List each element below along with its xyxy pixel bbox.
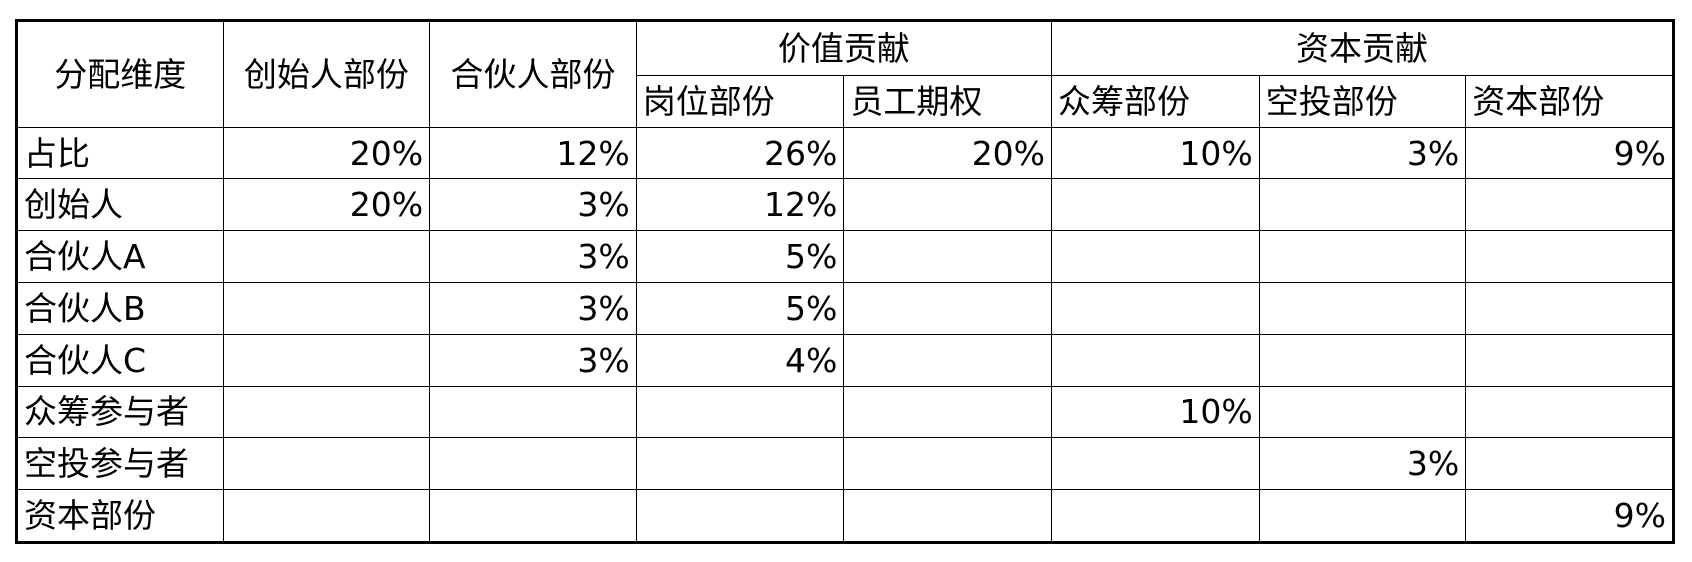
table-cell <box>843 178 1053 232</box>
table-cell <box>1465 385 1674 439</box>
table-cell <box>222 437 431 491</box>
table-cell <box>429 385 637 439</box>
header-airdrop-part: 空投部份 <box>1258 74 1467 128</box>
header-dimension: 分配维度 <box>16 20 224 128</box>
table-cell <box>1051 230 1260 283</box>
table-cell <box>1258 230 1467 283</box>
row-label: 创始人 <box>16 178 224 232</box>
table-row: 空投参与者 3% <box>16 437 1674 491</box>
table-cell <box>1051 281 1260 335</box>
table-cell <box>1051 178 1260 232</box>
table-cell: 3% <box>429 281 637 335</box>
table-cell <box>843 230 1053 283</box>
header-position-part: 岗位部份 <box>635 74 845 128</box>
table-cell: 3% <box>429 178 637 232</box>
table-cell <box>222 385 431 439</box>
table-cell: 20% <box>222 178 431 232</box>
allocation-table-container: 分配维度 创始人部份 合伙人部份 价值贡献 资本贡献 岗位部份 员工期权 众筹部… <box>15 19 1675 544</box>
table-cell: 9% <box>1465 126 1674 180</box>
table-cell <box>843 333 1053 387</box>
row-label: 资本部份 <box>16 489 224 543</box>
table-cell: 5% <box>635 281 845 335</box>
table-cell <box>1258 385 1467 439</box>
row-label: 合伙人B <box>16 281 224 335</box>
header-founder-part: 创始人部份 <box>222 20 431 128</box>
header-employee-option: 员工期权 <box>843 74 1053 128</box>
table-cell: 4% <box>635 333 845 387</box>
table-cell <box>1051 437 1260 491</box>
table-cell <box>1465 230 1674 283</box>
table-cell <box>429 437 637 491</box>
table-row: 占比 20% 12% 26% 20% 10% 3% 9% <box>16 126 1674 180</box>
table-cell: 3% <box>429 230 637 283</box>
table-cell <box>222 281 431 335</box>
table-row: 合伙人A 3% 5% <box>16 230 1674 283</box>
table-cell <box>635 385 845 439</box>
table-cell <box>843 437 1053 491</box>
header-crowdfund-part: 众筹部份 <box>1051 74 1260 128</box>
table-cell: 3% <box>429 333 637 387</box>
table-cell <box>1051 489 1260 543</box>
table-cell <box>1465 437 1674 491</box>
table-cell: 12% <box>635 178 845 232</box>
table-cell: 10% <box>1051 385 1260 439</box>
table-cell <box>1051 333 1260 387</box>
table-row: 合伙人C 3% 4% <box>16 333 1674 387</box>
row-label: 众筹参与者 <box>16 385 224 439</box>
table-cell <box>1258 489 1467 543</box>
header-value-contribution: 价值贡献 <box>635 20 1053 76</box>
table-cell: 3% <box>1258 126 1467 180</box>
table-cell: 26% <box>635 126 845 180</box>
table-cell: 12% <box>429 126 637 180</box>
row-label: 占比 <box>16 126 224 180</box>
table-row: 众筹参与者 10% <box>16 385 1674 439</box>
table-row: 资本部份 9% <box>16 489 1674 543</box>
table-cell <box>222 333 431 387</box>
table-cell: 3% <box>1258 437 1467 491</box>
table-cell: 20% <box>843 126 1053 180</box>
table-cell: 20% <box>222 126 431 180</box>
header-capital-contribution: 资本贡献 <box>1051 20 1674 76</box>
table-cell <box>1465 178 1674 232</box>
table-cell <box>635 489 845 543</box>
table-cell <box>843 489 1053 543</box>
table-cell <box>1258 178 1467 232</box>
header-capital-part: 资本部份 <box>1465 74 1674 128</box>
table-cell: 10% <box>1051 126 1260 180</box>
table-cell <box>1465 333 1674 387</box>
table-cell <box>1258 281 1467 335</box>
allocation-table: 分配维度 创始人部份 合伙人部份 价值贡献 资本贡献 岗位部份 员工期权 众筹部… <box>15 19 1675 544</box>
table-cell <box>1258 333 1467 387</box>
row-label: 合伙人A <box>16 230 224 283</box>
table-row: 创始人 20% 3% 12% <box>16 178 1674 232</box>
row-label: 合伙人C <box>16 333 224 387</box>
row-label: 空投参与者 <box>16 437 224 491</box>
table-cell <box>429 489 637 543</box>
table-cell <box>222 230 431 283</box>
table-cell <box>635 437 845 491</box>
table-cell <box>222 489 431 543</box>
table-row: 合伙人B 3% 5% <box>16 281 1674 335</box>
header-partner-part: 合伙人部份 <box>429 20 637 128</box>
table-cell <box>843 281 1053 335</box>
table-cell: 9% <box>1465 489 1674 543</box>
table-cell <box>843 385 1053 439</box>
table-cell: 5% <box>635 230 845 283</box>
table-cell <box>1465 281 1674 335</box>
